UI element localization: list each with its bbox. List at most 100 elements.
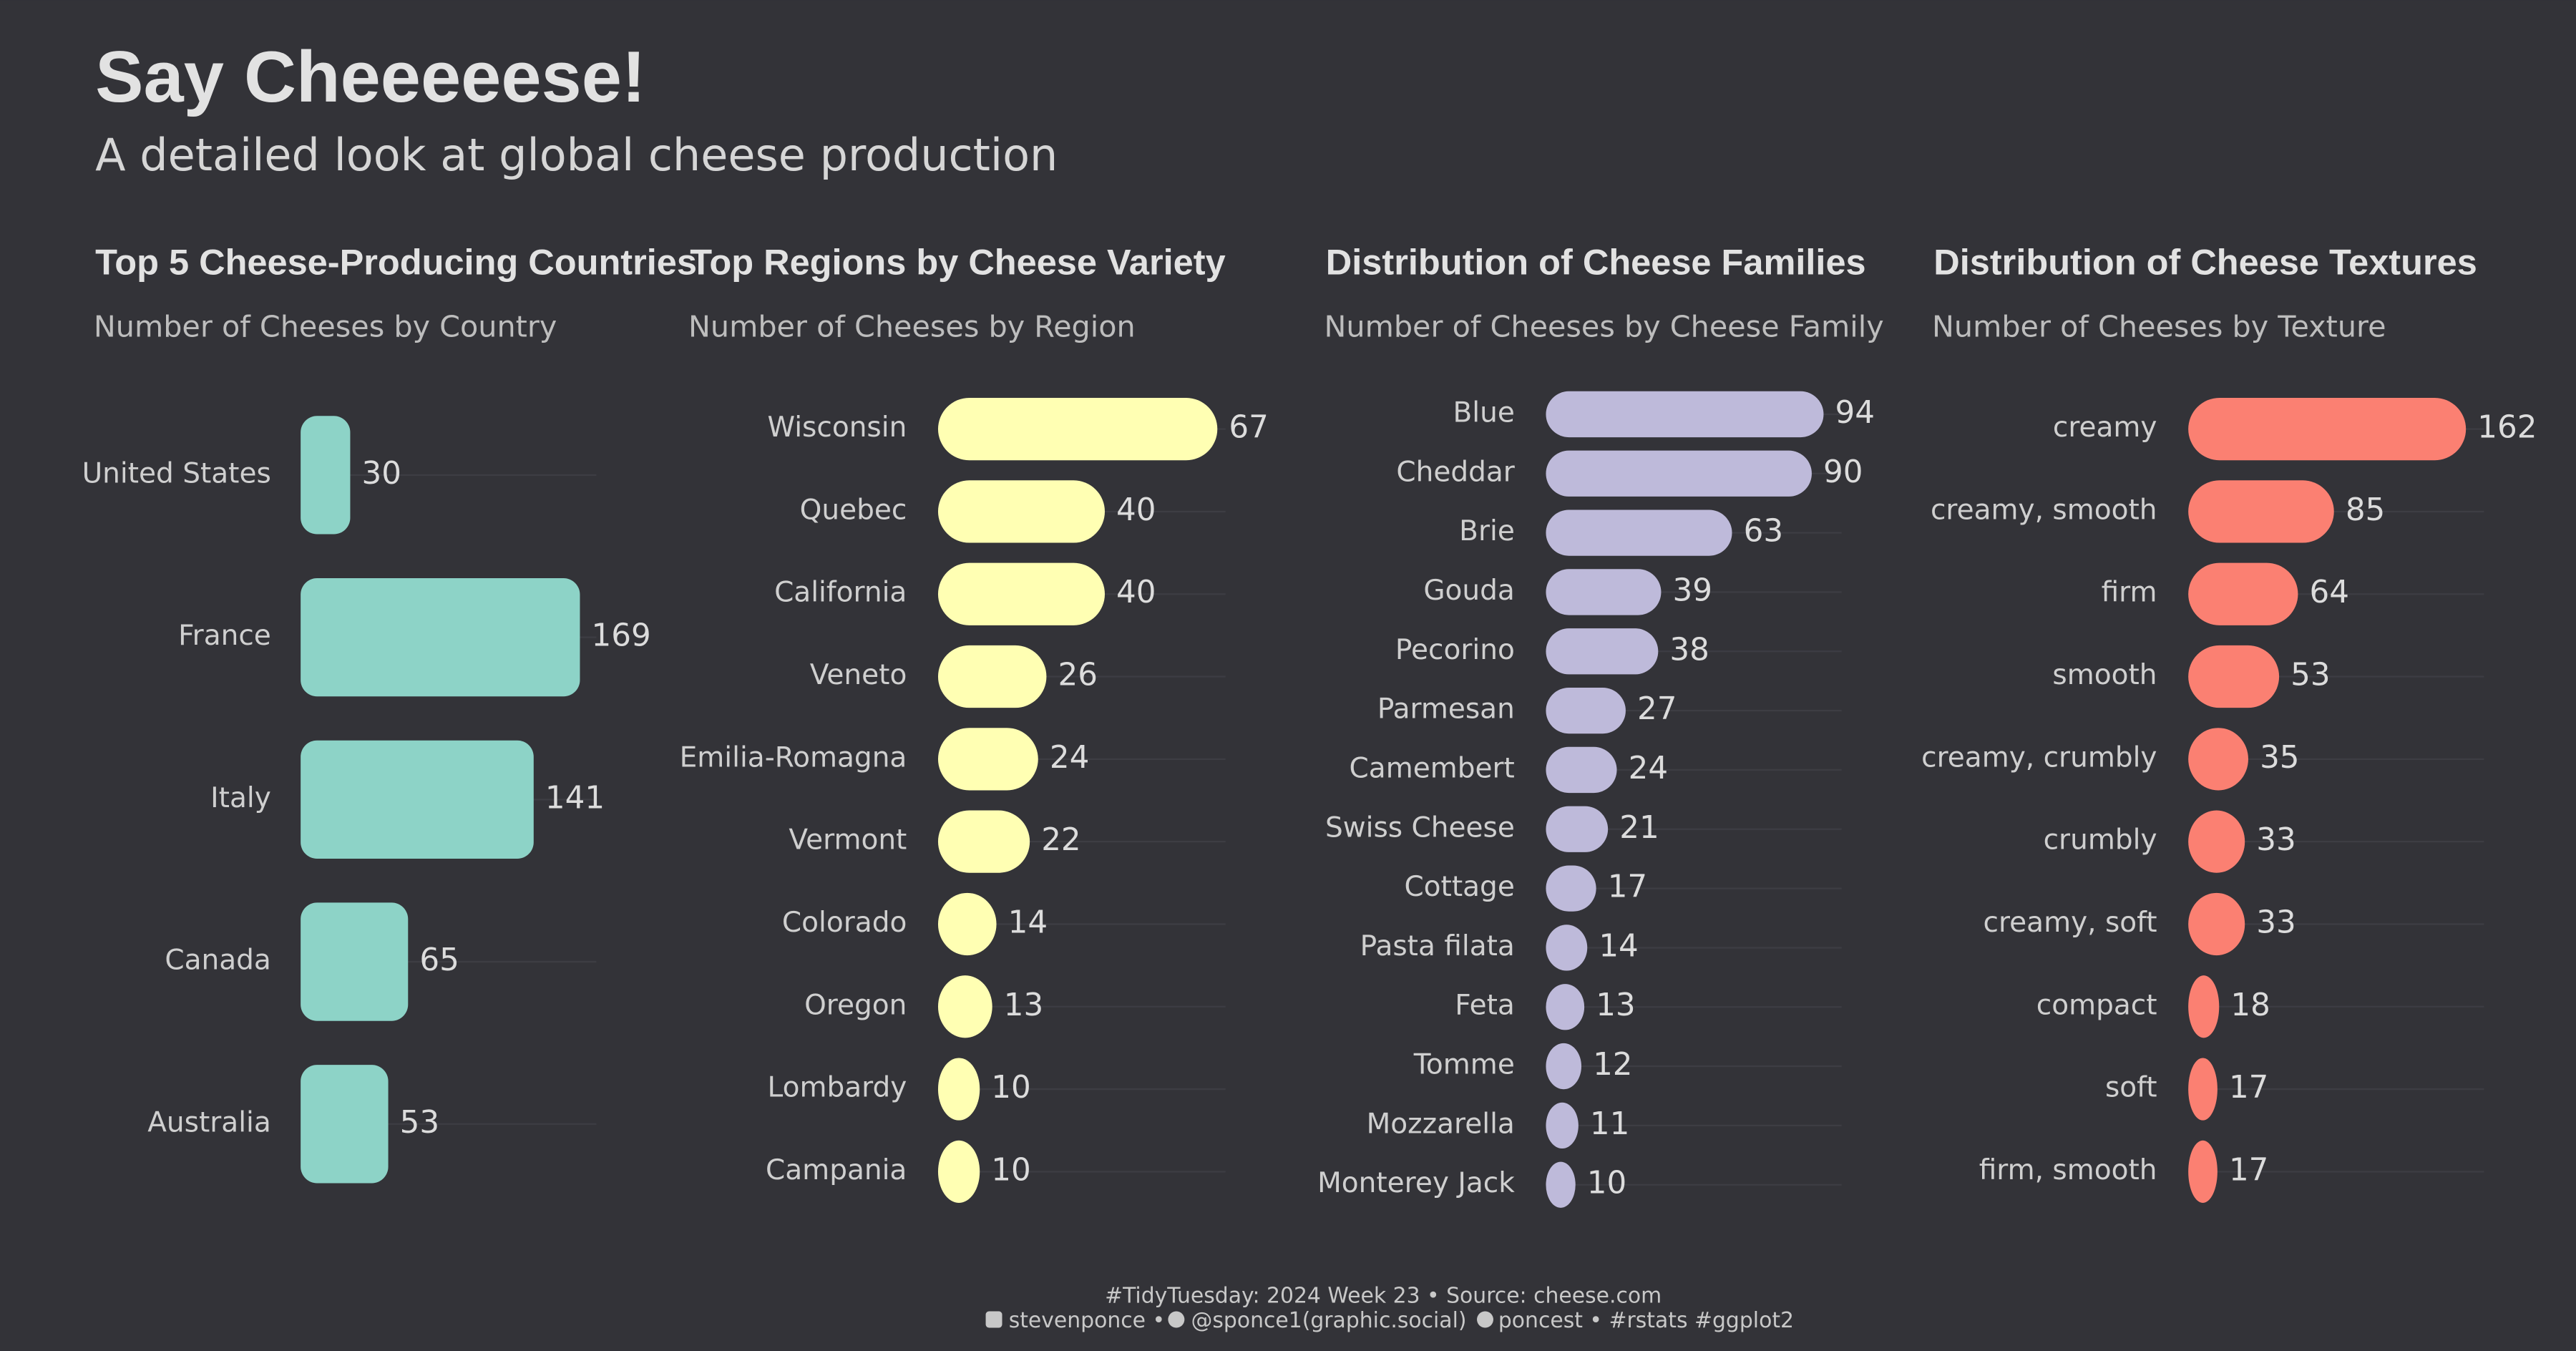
mastodon-icon (1168, 1311, 1185, 1328)
category-label: Australia (147, 1106, 271, 1138)
category-label: firm, smooth (1979, 1154, 2157, 1186)
value-label: 162 (2477, 410, 2537, 446)
bar (1546, 746, 1617, 794)
category-label: compact (2036, 989, 2157, 1021)
category-label: creamy, smooth (1931, 494, 2157, 526)
category-label: Blue (1453, 396, 1514, 429)
category-label: California (774, 577, 907, 609)
category-label: firm (2102, 577, 2157, 609)
category-label: Vermont (789, 824, 907, 857)
bar (2188, 480, 2334, 543)
value-label: 33 (2256, 822, 2296, 858)
bar (1546, 628, 1659, 675)
bar (301, 1065, 389, 1184)
page-title: Say Cheeeeese! (95, 37, 645, 117)
value-label: 13 (1004, 987, 1044, 1023)
category-label: Quebec (800, 494, 907, 526)
value-label: 35 (2260, 740, 2300, 776)
value-label: 10 (991, 1070, 1031, 1106)
category-label: Gouda (1423, 575, 1515, 607)
category-label: Monterey Jack (1317, 1167, 1515, 1199)
category-label: crumbly (2044, 824, 2157, 857)
bar (1546, 687, 1626, 734)
category-label: soft (2105, 1072, 2157, 1104)
category-label: Camembert (1350, 752, 1515, 784)
category-label: Mozzarella (1367, 1108, 1515, 1140)
bar (937, 480, 1105, 543)
panel-subtitle: Number of Cheeses by Region (688, 310, 1136, 344)
category-label: Wisconsin (768, 411, 907, 444)
caption: @sponce1(graphic.social) (1191, 1308, 1467, 1333)
value-label: 40 (1116, 492, 1156, 528)
category-label: Pecorino (1395, 634, 1515, 666)
value-label: 141 (545, 780, 605, 816)
bar (2188, 975, 2220, 1038)
category-label: Pasta filata (1360, 930, 1515, 962)
caption: stevenponce • (1009, 1308, 1165, 1333)
bar (937, 645, 1047, 708)
category-label: creamy (2053, 411, 2157, 444)
bar (937, 1140, 980, 1203)
category-label: Cottage (1404, 871, 1514, 903)
category-label: Feta (1455, 990, 1515, 1022)
panel-subtitle: Number of Cheeses by Cheese Family (1324, 310, 1884, 344)
bar (1546, 1043, 1581, 1090)
value-label: 24 (1050, 740, 1090, 776)
value-label: 10 (991, 1152, 1031, 1188)
caption: poncest • #rstats #ggplot2 (1498, 1308, 1794, 1333)
bar (1546, 806, 1609, 852)
panel-subtitle: Number of Cheeses by Country (94, 310, 557, 344)
panel-title: Distribution of Cheese Families (1326, 241, 1866, 282)
value-label: 33 (2256, 904, 2296, 940)
bar (2188, 562, 2298, 625)
value-label: 13 (1596, 987, 1636, 1023)
value-label: 10 (1587, 1166, 1627, 1201)
value-label: 67 (1229, 410, 1269, 446)
github-icon (1477, 1311, 1493, 1328)
bar (301, 740, 534, 859)
bar (1546, 391, 1824, 438)
category-label: Parmesan (1377, 693, 1515, 726)
category-label: Italy (210, 782, 271, 814)
bar (2188, 810, 2245, 873)
category-label: United States (82, 457, 271, 489)
bar (2188, 645, 2280, 708)
value-label: 30 (362, 456, 402, 492)
value-label: 21 (1619, 810, 1659, 846)
bar (1546, 984, 1585, 1030)
category-label: Colorado (782, 907, 907, 939)
bar (937, 728, 1038, 791)
bar (937, 562, 1105, 625)
linkedin-icon (985, 1311, 1002, 1328)
value-label: 53 (400, 1105, 440, 1141)
bar (937, 1058, 980, 1121)
page-subtitle: A detailed look at global cheese product… (95, 129, 1058, 181)
value-label: 27 (1637, 691, 1677, 727)
value-label: 26 (1058, 658, 1098, 693)
category-label: Emilia-Romagna (680, 741, 907, 774)
bar (937, 397, 1218, 461)
bar (937, 810, 1030, 873)
bar (2188, 1140, 2218, 1203)
panel-title: Top 5 Cheese-Producing Countries (95, 241, 697, 282)
value-label: 17 (1608, 869, 1648, 905)
category-label: Canada (165, 945, 270, 977)
bar (301, 577, 580, 697)
bar (2188, 728, 2248, 791)
panel-subtitle: Number of Cheeses by Texture (1932, 310, 2386, 344)
value-label: 94 (1835, 395, 1875, 431)
value-label: 53 (2290, 658, 2331, 693)
value-label: 11 (1590, 1106, 1630, 1142)
value-label: 64 (2310, 575, 2350, 610)
value-label: 40 (1116, 575, 1156, 610)
bar (301, 902, 409, 1021)
category-label: Tomme (1413, 1049, 1515, 1081)
value-label: 39 (1673, 572, 1713, 608)
bar (1546, 450, 1812, 497)
panel-title: Distribution of Cheese Textures (1933, 241, 2477, 282)
value-label: 14 (1599, 928, 1639, 964)
category-label: Campania (766, 1154, 907, 1186)
value-label: 17 (2229, 1152, 2269, 1188)
value-label: 14 (1008, 904, 1048, 940)
